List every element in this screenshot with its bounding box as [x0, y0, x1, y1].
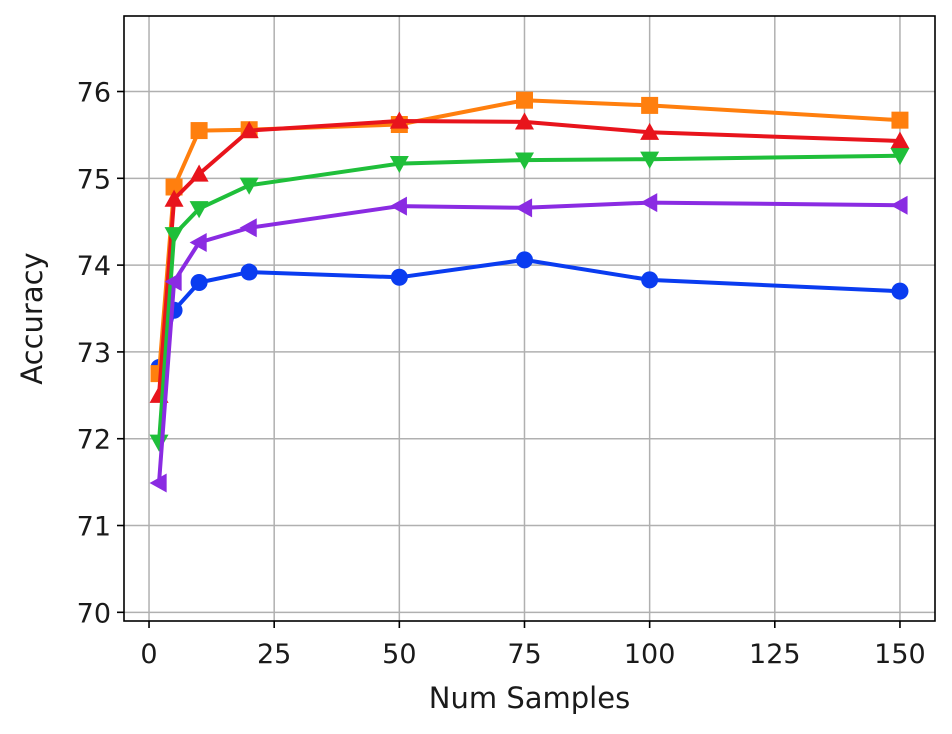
y-tick-label: 75	[77, 164, 111, 195]
data-point	[190, 122, 208, 140]
data-point	[165, 178, 183, 196]
y-axis-label: Accuracy	[15, 252, 49, 384]
x-tick-label: 75	[507, 639, 541, 670]
data-point	[149, 473, 167, 493]
series-line	[157, 153, 902, 445]
y-tick-label: 70	[77, 598, 111, 629]
data-point	[164, 227, 184, 245]
series-line	[157, 98, 902, 376]
data-point	[389, 196, 407, 216]
data-point	[891, 282, 909, 300]
series-group	[149, 91, 910, 493]
data-point	[189, 233, 207, 253]
x-tick-label: 0	[140, 639, 157, 670]
series-5	[149, 193, 908, 493]
data-point	[641, 271, 659, 289]
axis-ticks: 0 25 50 75 100 125 150 70 71 72 73 74 75 76	[77, 78, 926, 670]
x-tick-label: 125	[749, 639, 801, 670]
data-point	[640, 193, 658, 213]
data-point	[239, 218, 257, 238]
y-tick-label: 76	[77, 78, 111, 109]
data-point	[164, 272, 182, 292]
y-tick-label: 73	[77, 338, 111, 369]
data-point	[640, 122, 660, 140]
data-point	[189, 201, 209, 219]
data-point	[239, 177, 259, 195]
y-tick-label: 71	[77, 512, 111, 543]
x-tick-label: 100	[624, 639, 676, 670]
series-line	[157, 119, 902, 398]
data-point	[164, 189, 184, 207]
y-tick-label: 72	[77, 425, 111, 456]
data-point	[389, 155, 409, 174]
data-point	[514, 112, 534, 130]
data-point	[640, 151, 660, 169]
data-point	[514, 152, 534, 170]
grid	[124, 16, 935, 621]
data-point	[891, 111, 909, 129]
data-point	[515, 251, 533, 269]
data-point	[890, 131, 910, 149]
plot-frame	[123, 15, 936, 622]
data-point	[389, 111, 409, 129]
data-point	[641, 96, 659, 114]
series-line	[157, 200, 902, 485]
x-axis-label: Num Samples	[429, 681, 630, 715]
x-tick-label: 150	[874, 639, 926, 670]
x-tick-label: 50	[382, 639, 416, 670]
data-point	[890, 148, 910, 166]
data-point	[149, 434, 169, 452]
y-tick-label: 74	[77, 251, 111, 282]
data-point	[514, 198, 533, 218]
x-tick-label: 25	[257, 639, 291, 670]
data-point	[515, 91, 533, 109]
data-point	[240, 263, 258, 281]
series-1	[150, 251, 909, 377]
data-point	[390, 268, 408, 286]
data-point	[190, 273, 208, 291]
series-4	[149, 148, 910, 452]
data-point	[890, 195, 908, 215]
series-2	[150, 91, 909, 383]
data-point	[239, 121, 259, 139]
data-point	[189, 164, 209, 182]
